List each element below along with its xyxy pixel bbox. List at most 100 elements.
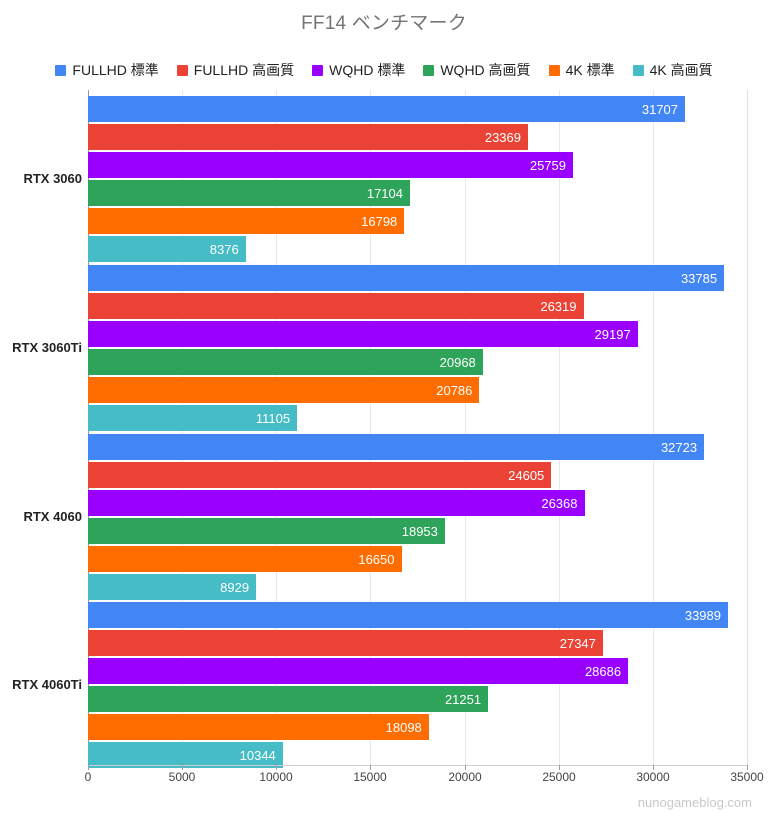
x-axis-tickmark bbox=[182, 765, 183, 770]
bar-row: 27347 bbox=[88, 630, 747, 656]
bar-group: 33989 27347 28686 21251 18098 10344 bbox=[88, 602, 747, 768]
legend-item-label: 4K 標準 bbox=[565, 62, 615, 78]
x-axis-tick-label: 10000 bbox=[259, 770, 293, 784]
bar[interactable]: 21251 bbox=[88, 686, 489, 712]
legend-swatch-icon bbox=[423, 64, 435, 76]
bar[interactable]: 8929 bbox=[88, 574, 257, 600]
bar-value-label: 24605 bbox=[508, 467, 545, 483]
bar-value-label: 18098 bbox=[385, 719, 422, 735]
bar[interactable]: 28686 bbox=[88, 658, 629, 684]
category-axis-labels: RTX 3060 RTX 3060Ti RTX 4060 RTX 4060Ti bbox=[0, 90, 82, 765]
bar[interactable]: 8376 bbox=[88, 236, 246, 262]
bar[interactable]: 29197 bbox=[88, 321, 638, 347]
bar[interactable]: 24605 bbox=[88, 462, 552, 488]
x-axis-tick-label: 25000 bbox=[542, 770, 576, 784]
legend-item[interactable]: 4K 高画質 bbox=[632, 62, 713, 78]
bar-value-label: 25759 bbox=[529, 157, 566, 173]
category-label: RTX 3060 bbox=[23, 171, 82, 186]
legend-item-label: 4K 高画質 bbox=[649, 62, 713, 78]
legend-swatch-icon bbox=[632, 64, 644, 76]
bar-group: 32723 24605 26368 18953 16650 8929 bbox=[88, 434, 747, 600]
bar[interactable]: 10344 bbox=[88, 742, 283, 768]
x-axis-tickmark bbox=[653, 765, 654, 770]
legend-item[interactable]: FULLHD 高画質 bbox=[176, 63, 294, 77]
gridline bbox=[465, 90, 466, 765]
bar[interactable]: 26368 bbox=[88, 490, 585, 516]
x-axis-tickmark bbox=[88, 765, 89, 770]
bar-row: 33989 bbox=[88, 602, 747, 628]
bar-row: 24605 bbox=[88, 462, 747, 488]
bar-value-label: 23369 bbox=[484, 129, 521, 145]
bar[interactable]: 33785 bbox=[88, 265, 725, 291]
bar-value-label: 32723 bbox=[660, 439, 698, 455]
legend-item-label: FULLHD 標準 bbox=[72, 62, 159, 78]
bar-row: 8929 bbox=[88, 574, 747, 600]
bar-value-label: 20786 bbox=[436, 382, 473, 398]
x-axis-tick-label: 30000 bbox=[636, 770, 670, 784]
bar-row: 16798 bbox=[88, 208, 747, 234]
gridline bbox=[559, 90, 560, 765]
legend-item-label: WQHD 高画質 bbox=[440, 62, 531, 78]
bar-row: 23369 bbox=[88, 124, 747, 150]
bar-value-label: 29197 bbox=[594, 326, 631, 342]
bar[interactable]: 11105 bbox=[88, 405, 298, 431]
x-axis-tickmark bbox=[276, 765, 277, 770]
legend-item-label: WQHD 標準 bbox=[329, 62, 406, 78]
x-axis-tickmark bbox=[559, 765, 560, 770]
bar-row: 17104 bbox=[88, 180, 747, 206]
bar-value-label: 33785 bbox=[680, 270, 718, 286]
legend-swatch-icon bbox=[548, 64, 560, 76]
category-label: RTX 4060 bbox=[23, 509, 82, 524]
x-axis-tickmark bbox=[465, 765, 466, 770]
bar-value-label: 8929 bbox=[220, 579, 250, 595]
bar[interactable]: 18098 bbox=[88, 714, 429, 740]
category-label: RTX 3060Ti bbox=[12, 340, 82, 355]
x-axis-tickmark bbox=[747, 765, 748, 770]
bar-row: 26319 bbox=[88, 293, 747, 319]
bar-group: 33785 26319 29197 20968 20786 11105 bbox=[88, 265, 747, 431]
x-axis-tick-label: 20000 bbox=[448, 770, 482, 784]
bar-row: 20968 bbox=[88, 349, 747, 375]
bar[interactable]: 16798 bbox=[88, 208, 405, 234]
bar-row: 20786 bbox=[88, 377, 747, 403]
legend-swatch-icon bbox=[55, 64, 67, 76]
legend-item[interactable]: FULLHD 標準 bbox=[55, 62, 159, 78]
bar-value-label: 27347 bbox=[559, 635, 596, 651]
bar[interactable]: 33989 bbox=[88, 602, 728, 628]
bar-value-label: 20968 bbox=[439, 354, 476, 370]
bar-group: 31707 23369 25759 17104 16798 8376 bbox=[88, 96, 747, 262]
bar[interactable]: 20786 bbox=[88, 377, 480, 403]
bar[interactable]: 20968 bbox=[88, 349, 483, 375]
x-axis-baseline bbox=[88, 765, 748, 766]
bar-value-label: 8376 bbox=[209, 241, 239, 257]
bar[interactable]: 18953 bbox=[88, 518, 445, 544]
legend-item[interactable]: 4K 標準 bbox=[548, 62, 615, 78]
bar-row: 32723 bbox=[88, 434, 747, 460]
bar[interactable]: 26319 bbox=[88, 293, 584, 319]
bar[interactable]: 32723 bbox=[88, 434, 705, 460]
bar[interactable]: 31707 bbox=[88, 96, 685, 122]
category-label: RTX 4060Ti bbox=[12, 677, 82, 692]
x-axis-tick-label: 0 bbox=[84, 770, 92, 784]
bar-row: 26368 bbox=[88, 490, 747, 516]
bar[interactable]: 25759 bbox=[88, 152, 573, 178]
legend-item[interactable]: WQHD 標準 bbox=[312, 63, 405, 77]
bar[interactable]: 27347 bbox=[88, 630, 603, 656]
bar-value-label: 18953 bbox=[401, 523, 438, 539]
bar[interactable]: 23369 bbox=[88, 124, 528, 150]
bar[interactable]: 17104 bbox=[88, 180, 410, 206]
bar-row: 11105 bbox=[88, 405, 747, 431]
gridline bbox=[653, 90, 654, 765]
bar[interactable]: 16650 bbox=[88, 546, 402, 572]
legend-item[interactable]: WQHD 高画質 bbox=[423, 62, 531, 78]
bar-row: 8376 bbox=[88, 236, 747, 262]
chart-legend: FULLHD 標準 FULLHD 高画質 WQHD 標準 WQHD 高画質 4K 標準 4… bbox=[0, 60, 768, 80]
bar-row: 31707 bbox=[88, 96, 747, 122]
chart-title: FF14 ベンチマーク bbox=[301, 13, 467, 34]
x-axis-tick-labels: 0 5000 10000 15000 20000 25000 30000 35000 bbox=[0, 770, 768, 790]
bar-value-label: 16798 bbox=[361, 213, 398, 229]
bar-row: 18953 bbox=[88, 518, 747, 544]
bar-row: 21251 bbox=[88, 686, 747, 712]
bar-row: 18098 bbox=[88, 714, 747, 740]
